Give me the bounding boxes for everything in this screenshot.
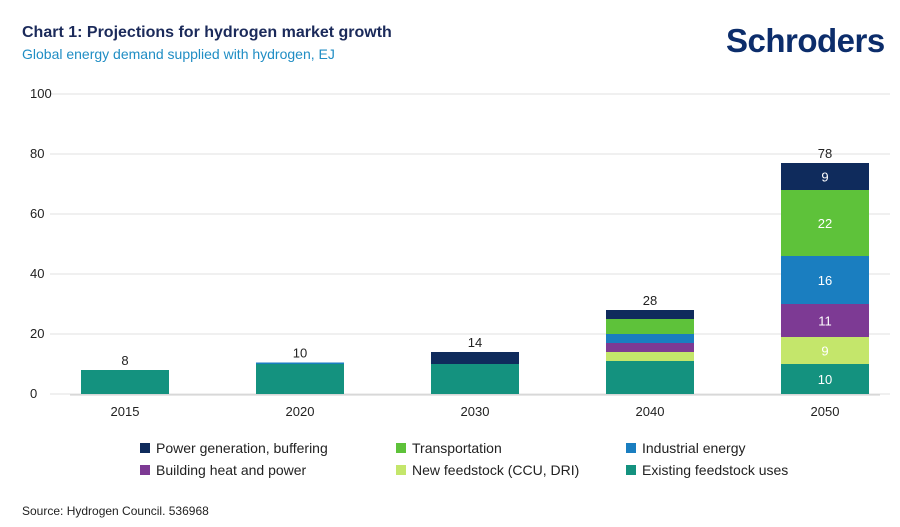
x-tick-label: 2015 (111, 404, 140, 419)
x-tick-label: 2040 (636, 404, 665, 419)
bar-segment (606, 343, 694, 352)
legend-item-new-feedstock: New feedstock (CCU, DRI) (396, 462, 579, 478)
bar-segment-label: 16 (818, 273, 832, 288)
bar-segment (606, 319, 694, 334)
x-tick-label: 2020 (286, 404, 315, 419)
bar-segment (781, 256, 869, 304)
legend-swatch (140, 465, 150, 475)
y-tick-label: 20 (30, 326, 44, 341)
legend-item-transportation: Transportation (396, 440, 502, 456)
legend-swatch (396, 443, 406, 453)
bar-total-label: 28 (643, 293, 657, 308)
y-tick-label: 40 (30, 266, 44, 281)
bar-segment (606, 310, 694, 319)
legend-swatch (626, 465, 636, 475)
bar-total-label: 14 (468, 335, 482, 350)
x-tick-label: 2030 (461, 404, 490, 419)
bar-segment (781, 364, 869, 394)
legend-item-existing-feedstock: Existing feedstock uses (626, 462, 788, 478)
bar-segment (606, 361, 694, 394)
bar-segment (781, 163, 869, 190)
legend-label: Industrial energy (642, 440, 746, 456)
legend-item-industrial-energy: Industrial energy (626, 440, 746, 456)
bar-segment (81, 370, 169, 394)
y-tick-label: 60 (30, 206, 44, 221)
bar-segment-label: 10 (818, 372, 832, 387)
schroders-logo: Schroders (726, 22, 885, 59)
bar-segment (606, 352, 694, 361)
legend-label: Transportation (412, 440, 502, 456)
bar-chart: 0204060801008201510202014203028204010911… (30, 86, 890, 419)
bar-segment (431, 364, 519, 394)
legend-item-power-generation: Power generation, buffering (140, 440, 328, 456)
legend-swatch (396, 465, 406, 475)
legend-label: New feedstock (CCU, DRI) (412, 462, 580, 478)
legend-item-building-heat: Building heat and power (140, 462, 306, 478)
y-tick-label: 0 (30, 386, 37, 401)
chart-title: Chart 1: Projections for hydrogen market… (22, 24, 392, 41)
source-note: Source: Hydrogen Council. 536968 (22, 504, 209, 518)
legend-swatch (626, 443, 636, 453)
bar-segment-label: 9 (821, 170, 828, 185)
y-tick-label: 100 (30, 86, 52, 101)
bar-segment (781, 190, 869, 256)
bar-total-label: 8 (121, 353, 128, 368)
bar-segment (256, 364, 344, 394)
x-tick-label: 2050 (811, 404, 840, 419)
bar-total-label: 78 (818, 146, 832, 161)
legend-label: Power generation, buffering (156, 440, 328, 456)
bar-total-label: 10 (293, 346, 307, 361)
bar-segment-label: 9 (821, 344, 828, 359)
legend-label: Building heat and power (156, 462, 307, 478)
bar-segment (781, 304, 869, 337)
bar-segment-label: 22 (818, 216, 832, 231)
bar-segment (431, 352, 519, 364)
y-tick-label: 80 (30, 146, 44, 161)
bar-segment (781, 337, 869, 364)
bar-segment (256, 362, 344, 364)
legend-swatch (140, 443, 150, 453)
legend-label: Existing feedstock uses (642, 462, 789, 478)
bar-segment-label: 11 (818, 314, 832, 329)
bar-segment (606, 334, 694, 343)
chart-subtitle: Global energy demand supplied with hydro… (22, 46, 335, 62)
